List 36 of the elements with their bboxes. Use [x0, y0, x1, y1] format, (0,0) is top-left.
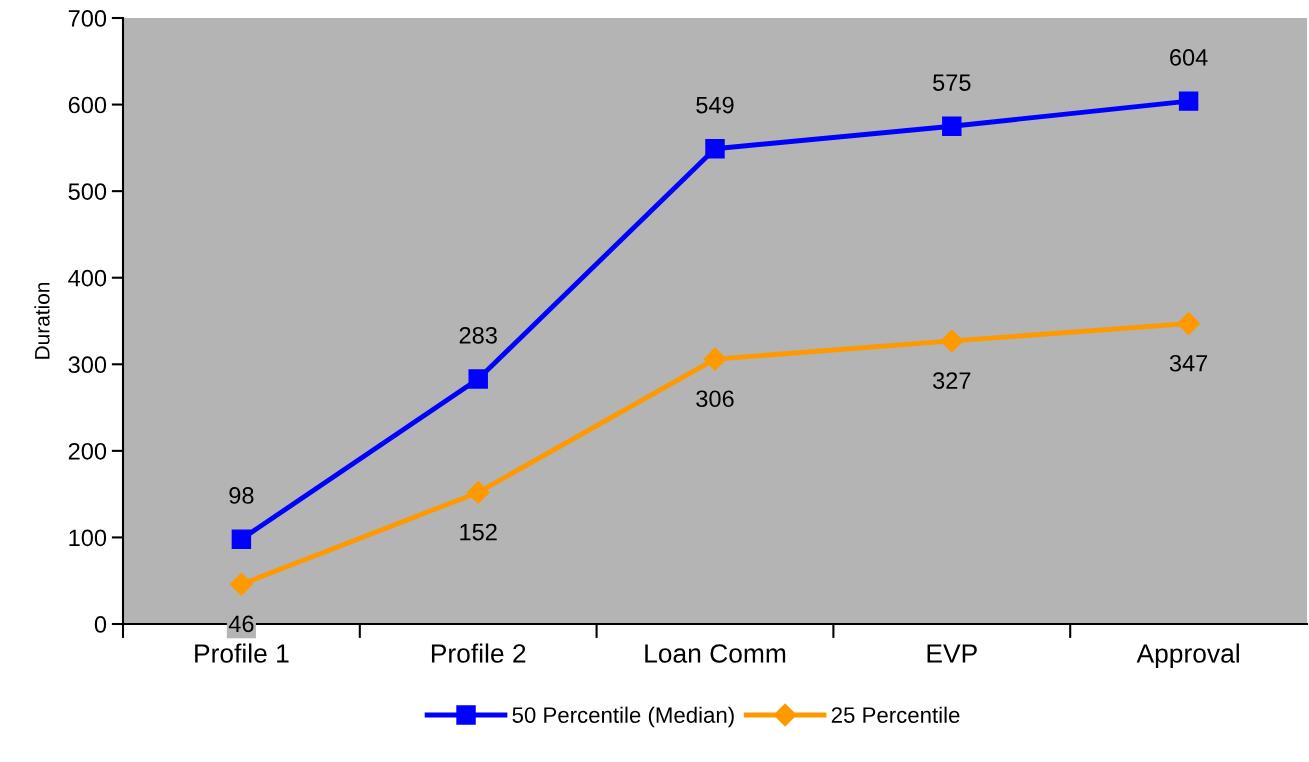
- point: [1178, 91, 1199, 111]
- y-tick-label: 500: [68, 183, 107, 200]
- data-label: 575: [933, 74, 971, 91]
- x-tick-label: Profile 2: [431, 643, 526, 663]
- data-label: 327: [933, 372, 971, 389]
- point: [231, 529, 252, 549]
- point: [703, 347, 727, 371]
- data-label: 306: [696, 390, 734, 408]
- legend-label: 25 Percentile: [831, 706, 960, 723]
- point: [466, 480, 490, 504]
- x-tick-label: Profile 1: [195, 643, 289, 663]
- point: [1177, 312, 1201, 336]
- x-tick-label: Loan Comm: [645, 644, 786, 663]
- y-tick-label: 0: [94, 616, 107, 633]
- data-label: 549: [696, 96, 734, 114]
- legend-label: 50 Percentile (Median): [512, 706, 734, 728]
- point: [942, 116, 962, 136]
- point: [705, 138, 725, 159]
- data-label: 283: [459, 326, 497, 344]
- data-label: 46: [228, 615, 254, 633]
- data-label: 152: [460, 523, 497, 541]
- x-tick-label: Approval: [1136, 643, 1239, 669]
- y-tick-label: 200: [68, 442, 107, 460]
- data-label: 604: [1170, 49, 1208, 66]
- x-tick-label: EVP: [927, 644, 977, 663]
- y-tick-label: 700: [68, 10, 107, 27]
- y-tick-label: 300: [68, 356, 107, 374]
- point: [229, 572, 253, 596]
- point: [940, 329, 964, 353]
- data-label: 98: [229, 487, 254, 504]
- point: [468, 369, 488, 389]
- y-axis-title: Duration: [34, 282, 50, 359]
- data-label: 347: [1169, 354, 1208, 372]
- y-tick-label: 600: [68, 96, 107, 114]
- y-tick-label: 400: [68, 269, 107, 287]
- y-tick-label: 100: [69, 529, 107, 547]
